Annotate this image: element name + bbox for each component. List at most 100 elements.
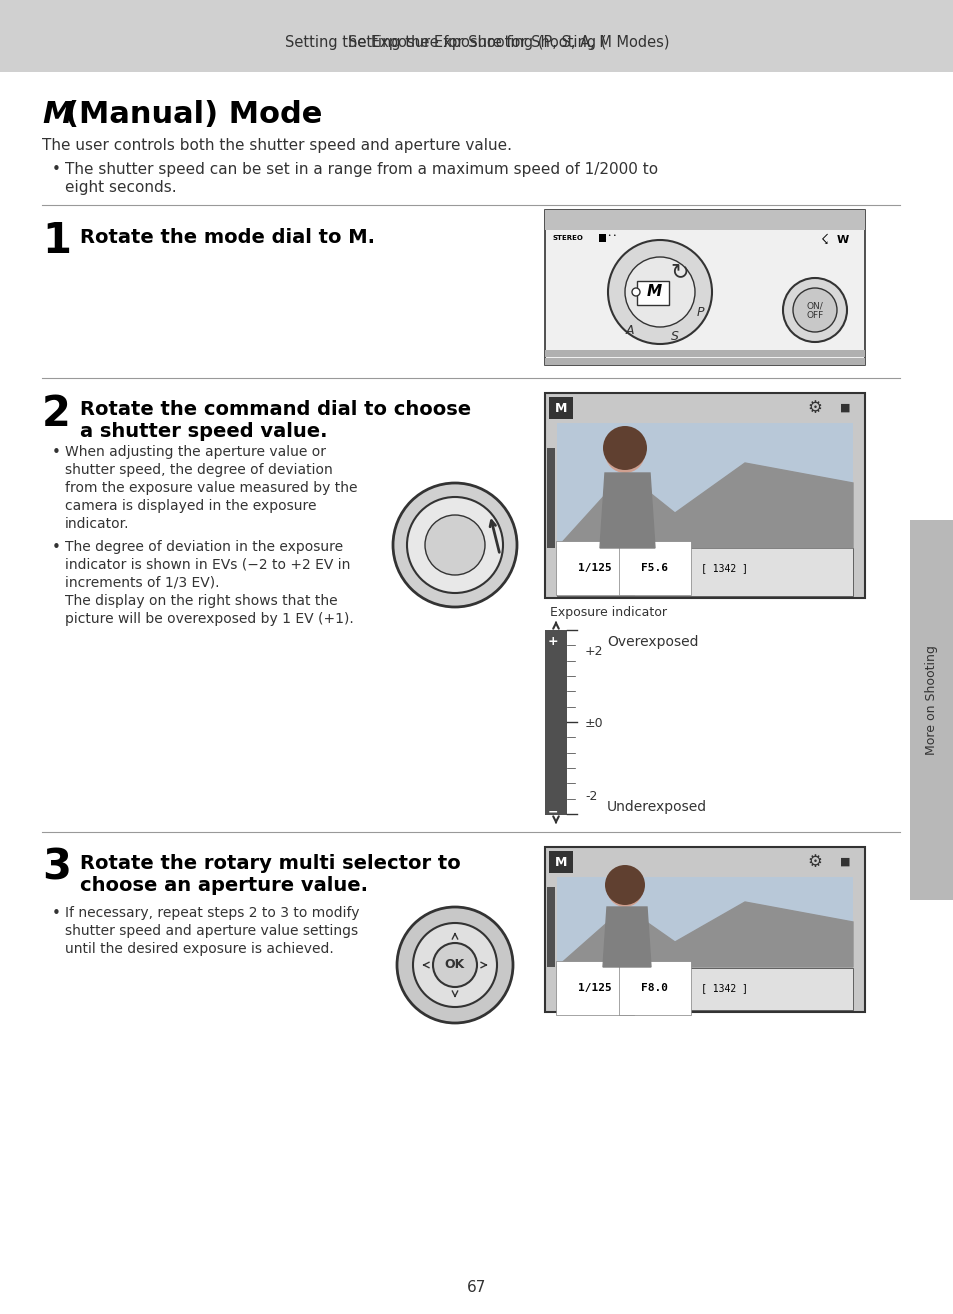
Circle shape [407, 497, 502, 593]
Text: ☇: ☇ [821, 233, 828, 247]
FancyBboxPatch shape [557, 968, 852, 1010]
Text: The user controls both the shutter speed and aperture value.: The user controls both the shutter speed… [42, 138, 512, 152]
Circle shape [604, 434, 644, 473]
Text: R: R [599, 235, 605, 240]
Text: S: S [670, 330, 679, 343]
Circle shape [602, 426, 646, 470]
FancyBboxPatch shape [637, 281, 668, 305]
Text: a shutter speed value.: a shutter speed value. [80, 422, 327, 442]
Text: Rotate the mode dial to M.: Rotate the mode dial to M. [80, 229, 375, 247]
FancyBboxPatch shape [544, 629, 566, 815]
Text: 1: 1 [42, 219, 71, 261]
Polygon shape [557, 463, 852, 548]
FancyBboxPatch shape [557, 548, 852, 597]
Text: shutter speed and aperture value settings: shutter speed and aperture value setting… [65, 924, 357, 938]
FancyBboxPatch shape [544, 357, 864, 365]
FancyBboxPatch shape [546, 887, 555, 967]
FancyBboxPatch shape [0, 0, 953, 72]
Circle shape [607, 240, 711, 344]
Text: ±0: ±0 [584, 717, 603, 731]
Text: Rotate the command dial to choose: Rotate the command dial to choose [80, 399, 471, 419]
Text: shutter speed, the degree of deviation: shutter speed, the degree of deviation [65, 463, 333, 477]
FancyBboxPatch shape [909, 520, 953, 900]
FancyBboxPatch shape [548, 851, 573, 872]
Text: −: − [547, 805, 558, 819]
Text: eight seconds.: eight seconds. [65, 180, 176, 194]
Text: The shutter speed can be set in a range from a maximum speed of 1/2000 to: The shutter speed can be set in a range … [65, 162, 658, 177]
Text: The degree of deviation in the exposure: The degree of deviation in the exposure [65, 540, 343, 555]
Text: +: + [547, 635, 558, 648]
Text: More on Shooting: More on Shooting [924, 645, 938, 756]
FancyBboxPatch shape [548, 397, 573, 419]
Text: 2: 2 [42, 393, 71, 435]
Text: Exposure indicator: Exposure indicator [550, 606, 666, 619]
Text: Overexposed: Overexposed [606, 635, 698, 649]
Text: A: A [625, 323, 634, 336]
Circle shape [424, 515, 484, 576]
Text: indicator is shown in EVs (−2 to +2 EV in: indicator is shown in EVs (−2 to +2 EV i… [65, 558, 350, 572]
Text: When adjusting the aperture value or: When adjusting the aperture value or [65, 445, 326, 459]
Text: ⚙: ⚙ [807, 853, 821, 871]
FancyBboxPatch shape [544, 350, 864, 357]
Text: ■: ■ [839, 857, 849, 867]
Text: -2: -2 [584, 790, 597, 803]
Text: 67: 67 [467, 1280, 486, 1296]
Text: M: M [646, 285, 660, 300]
Text: • •: • • [607, 233, 616, 238]
Circle shape [631, 288, 639, 296]
Circle shape [393, 484, 517, 607]
Text: •: • [52, 905, 61, 921]
Text: •: • [52, 540, 61, 555]
Text: F8.0: F8.0 [640, 983, 668, 993]
Circle shape [606, 871, 642, 907]
Text: from the exposure value measured by the: from the exposure value measured by the [65, 481, 357, 495]
Polygon shape [599, 473, 655, 548]
FancyBboxPatch shape [544, 393, 864, 598]
Text: [ 1342 ]: [ 1342 ] [700, 983, 748, 993]
Text: •: • [52, 162, 61, 177]
Circle shape [396, 907, 513, 1024]
Text: OFF: OFF [805, 311, 822, 321]
Circle shape [792, 288, 836, 332]
Text: picture will be overexposed by 1 EV (+1).: picture will be overexposed by 1 EV (+1)… [65, 612, 354, 625]
Text: choose an aperture value.: choose an aperture value. [80, 876, 368, 895]
Text: •: • [52, 445, 61, 460]
Text: M: M [42, 100, 72, 129]
Text: Underexposed: Underexposed [606, 800, 706, 813]
Text: until the desired exposure is achieved.: until the desired exposure is achieved. [65, 942, 334, 957]
Text: +2: +2 [584, 645, 603, 658]
Text: ON/: ON/ [806, 301, 822, 310]
Text: M: M [555, 855, 567, 869]
Text: ■: ■ [839, 403, 849, 413]
Polygon shape [557, 901, 852, 967]
FancyBboxPatch shape [544, 210, 864, 365]
Text: (Manual) Mode: (Manual) Mode [65, 100, 322, 129]
Text: 1/125: 1/125 [578, 983, 611, 993]
FancyBboxPatch shape [557, 423, 852, 548]
Circle shape [604, 865, 644, 905]
Text: P: P [696, 305, 703, 318]
FancyBboxPatch shape [546, 448, 555, 548]
Text: F5.6: F5.6 [640, 562, 668, 573]
FancyBboxPatch shape [557, 876, 852, 967]
Text: Setting the Exposure for Shooting (: Setting the Exposure for Shooting ( [348, 34, 605, 50]
FancyBboxPatch shape [544, 848, 864, 1012]
FancyBboxPatch shape [544, 210, 864, 230]
Text: STEREO: STEREO [553, 235, 583, 240]
Text: camera is displayed in the exposure: camera is displayed in the exposure [65, 499, 316, 512]
Text: OK: OK [444, 958, 465, 971]
Text: M: M [555, 402, 567, 414]
Polygon shape [602, 907, 650, 967]
Text: W: W [836, 235, 848, 244]
Text: If necessary, repeat steps 2 to 3 to modify: If necessary, repeat steps 2 to 3 to mod… [65, 905, 359, 920]
Circle shape [413, 922, 497, 1007]
Text: [ 1342 ]: [ 1342 ] [700, 562, 748, 573]
Circle shape [433, 943, 476, 987]
Circle shape [624, 258, 695, 327]
Text: Setting the Exposure for Shooting (P, S, A, M Modes): Setting the Exposure for Shooting (P, S,… [284, 34, 669, 50]
Text: The display on the right shows that the: The display on the right shows that the [65, 594, 337, 608]
Text: 1/125: 1/125 [578, 562, 611, 573]
Circle shape [782, 279, 846, 342]
Text: increments of 1/3 EV).: increments of 1/3 EV). [65, 576, 219, 590]
Text: indicator.: indicator. [65, 516, 130, 531]
